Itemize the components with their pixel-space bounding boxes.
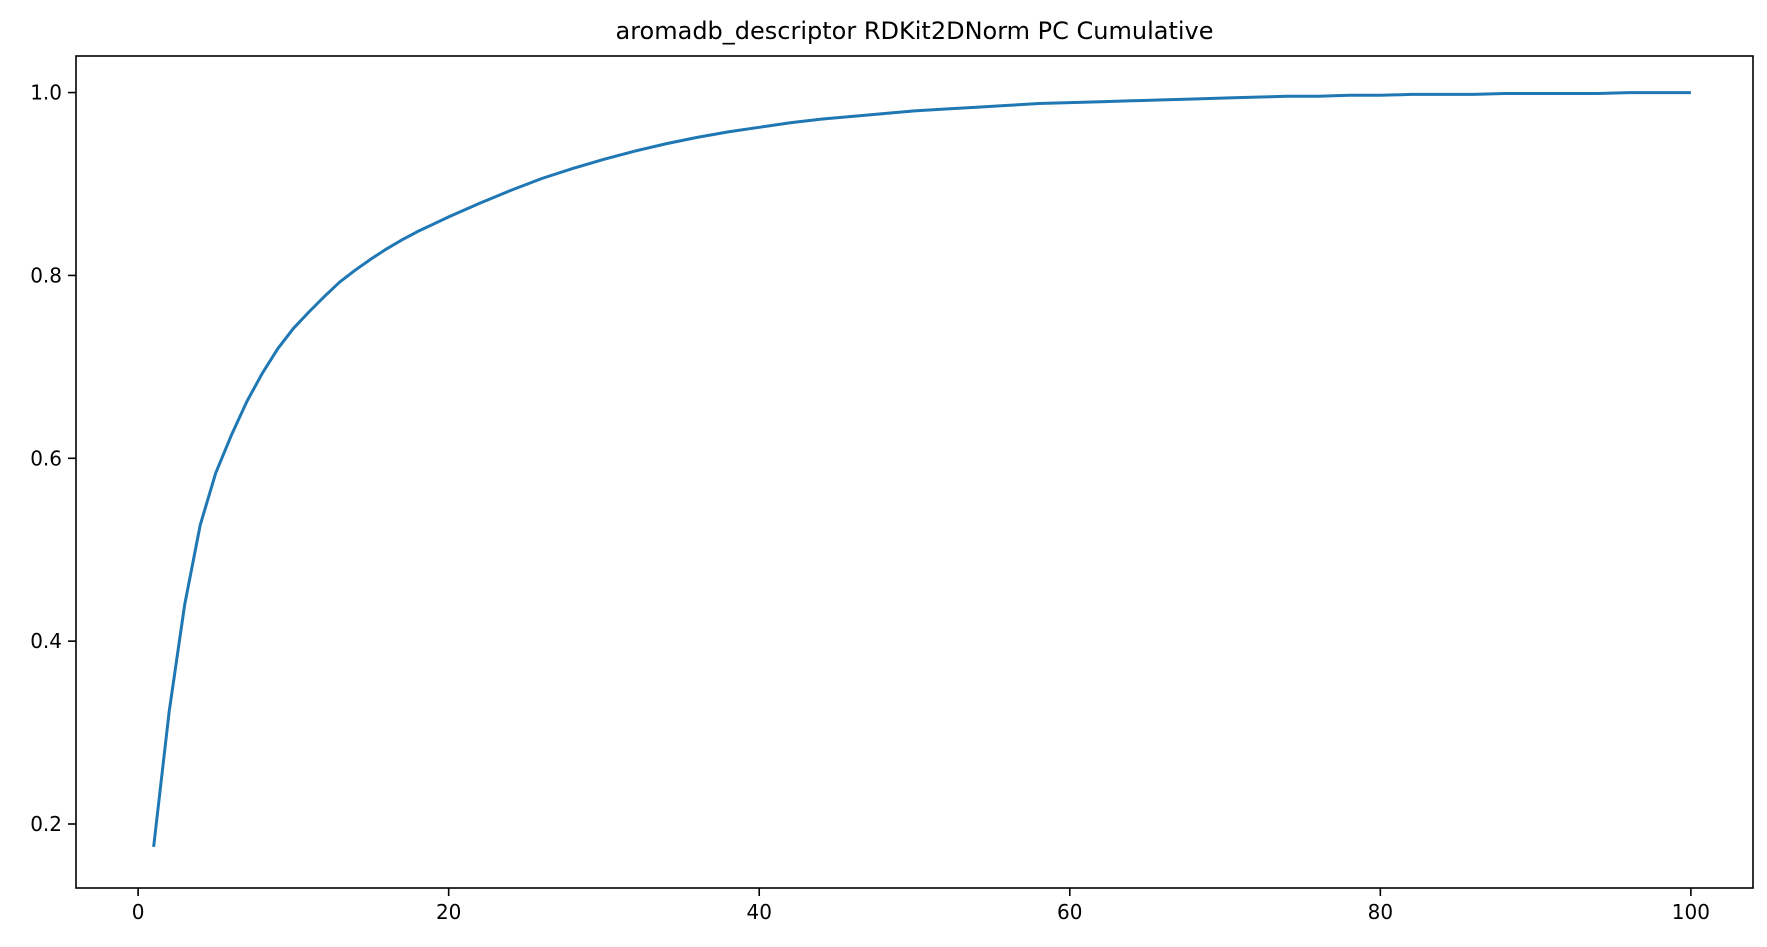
x-tick-label: 20 — [436, 900, 461, 924]
plot-frame — [75, 55, 1754, 889]
x-tick-label: 40 — [746, 900, 771, 924]
y-tick-label: 0.2 — [30, 812, 62, 836]
y-tick-label: 1.0 — [30, 81, 62, 105]
y-tick-label: 0.6 — [30, 446, 62, 470]
x-tick-label: 80 — [1368, 900, 1393, 924]
y-axis: 0.2 0.4 0.6 0.8 1.0 — [30, 81, 76, 836]
y-tick-label: 0.8 — [30, 263, 62, 287]
y-tick-label: 0.4 — [30, 629, 62, 653]
x-tick-label: 60 — [1057, 900, 1082, 924]
x-tick-label: 0 — [132, 900, 145, 924]
plot-area — [152, 91, 1691, 848]
chart-title: aromadb_descriptor RDKit2DNorm PC Cumula… — [616, 17, 1214, 45]
series-line-0 — [152, 91, 1691, 848]
x-axis: 0 20 40 60 80 100 — [132, 888, 1710, 924]
x-tick-label: 100 — [1672, 900, 1710, 924]
